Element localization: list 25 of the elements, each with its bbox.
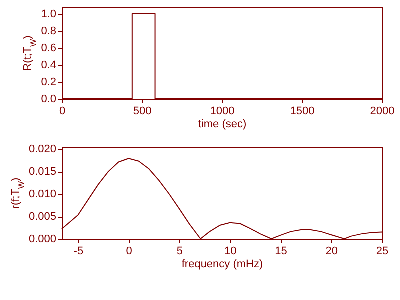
y-tick-label: 0.0	[41, 94, 56, 106]
x-tick-label: -5	[74, 246, 84, 258]
x-tick-label: 5	[176, 246, 184, 258]
x-tick-label: 10	[224, 246, 237, 258]
y-tick-label: 0.005	[28, 211, 56, 224]
x-axis-title: time (sec)	[198, 118, 247, 130]
x-tick-label: 0	[59, 106, 66, 118]
x-tick-label: 1000	[210, 106, 235, 118]
x-tick-label: 25	[376, 246, 389, 258]
y-tick-label: 0.000	[28, 234, 56, 246]
y-tick-label: 1.0	[41, 8, 56, 20]
x-tick-label: 15	[275, 246, 288, 258]
y-tick-label: 0.020	[28, 144, 56, 156]
x-axis-title: frequency (mHz)	[182, 258, 264, 270]
x-tick-label: 1500	[290, 106, 315, 118]
x-tick-label: 500	[133, 106, 152, 118]
y-tick-label: 0.015	[28, 166, 56, 178]
y-tick-label: 0.010	[28, 188, 56, 201]
x-tick-label: 2000	[370, 106, 395, 118]
y-tick-label: 0.4	[41, 59, 56, 72]
x-tick-label: 20	[326, 246, 338, 258]
y-tick-label: 0.8	[41, 25, 56, 38]
y-tick-label: 0.2	[41, 76, 56, 88]
x-tick-label: 0	[126, 246, 132, 258]
y-tick-label: 0.6	[41, 42, 56, 54]
